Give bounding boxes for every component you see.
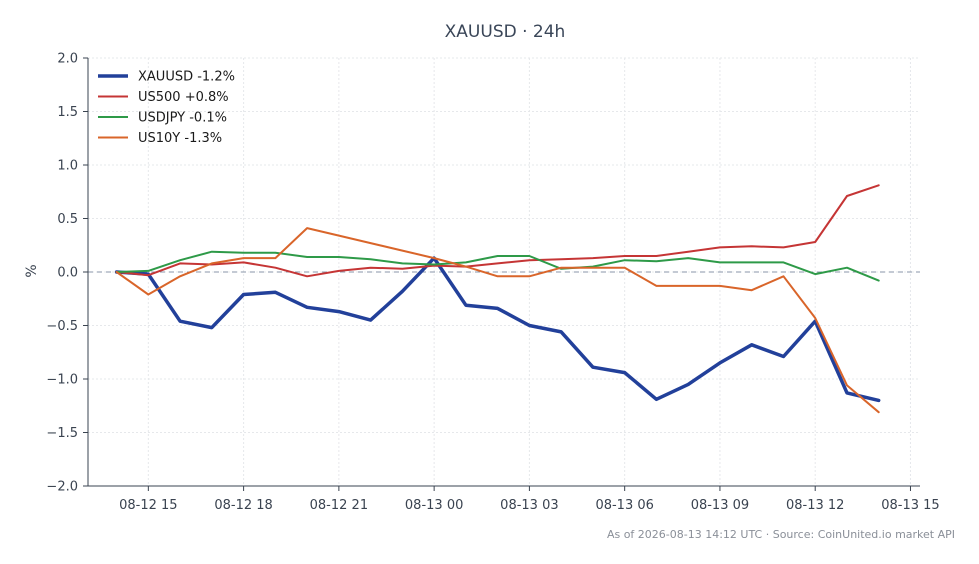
series-line-2 bbox=[115, 250, 880, 282]
series-lines bbox=[114, 184, 881, 414]
y-tick-label-5: −0.5 bbox=[46, 319, 78, 334]
y-tick-label-3: 0.5 bbox=[57, 212, 78, 227]
y-tick-label-6: −1.0 bbox=[46, 373, 78, 388]
x-tick-label-7: 08-13 12 bbox=[786, 498, 844, 513]
x-tick-label-6: 08-13 09 bbox=[691, 498, 749, 513]
legend: XAUUSD -1.2% US500 +0.8% USDJPY -0.1% US10Y… bbox=[98, 70, 235, 146]
y-tick-label-2: 1.0 bbox=[57, 159, 78, 174]
legend-label-2: USDJPY -0.1% bbox=[138, 111, 227, 126]
series-line-3 bbox=[115, 227, 880, 414]
x-tick-label-1: 08-12 18 bbox=[214, 498, 272, 513]
x-tick-label-3: 08-13 00 bbox=[405, 498, 463, 513]
y-tick-label-4: 0.0 bbox=[57, 266, 78, 281]
series-line-0 bbox=[114, 256, 881, 403]
y-tick-label-0: 2.0 bbox=[57, 52, 78, 67]
footer-source: As of 2026-08-13 14:12 UTC · Source: Coi… bbox=[607, 528, 955, 541]
x-axis-ticks: 08-12 15 08-12 18 08-12 21 08-13 00 08-13 03… bbox=[119, 486, 940, 513]
legend-label-0: XAUUSD -1.2% bbox=[138, 70, 235, 85]
x-tick-label-5: 08-13 06 bbox=[595, 498, 653, 513]
legend-label-1: US500 +0.8% bbox=[138, 90, 229, 105]
x-tick-label-4: 08-13 03 bbox=[500, 498, 558, 513]
series-line-1 bbox=[115, 184, 880, 278]
y-tick-label-1: 1.5 bbox=[57, 105, 78, 120]
y-axis-label: % bbox=[24, 264, 40, 277]
x-tick-label-0: 08-12 15 bbox=[119, 498, 177, 513]
chart-title: XAUUSD · 24h bbox=[445, 22, 566, 42]
y-tick-label-8: −2.0 bbox=[46, 480, 78, 495]
x-tick-label-8: 08-13 15 bbox=[881, 498, 939, 513]
y-tick-label-7: −1.5 bbox=[46, 426, 78, 441]
x-tick-label-2: 08-12 21 bbox=[310, 498, 368, 513]
y-axis-ticks: 2.0 1.5 1.0 0.5 0.0 −0.5 −1.0 −1.5 −2.0 bbox=[46, 52, 88, 495]
legend-label-3: US10Y -1.3% bbox=[138, 131, 222, 146]
